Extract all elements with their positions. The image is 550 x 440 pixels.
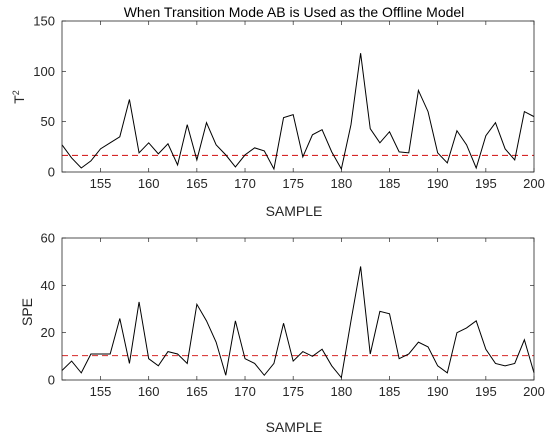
spe-y-tick-label-20: 20 [41,325,55,340]
t2-x-axis-title: SAMPLE [266,203,323,219]
t2-y-tick-label-0: 0 [48,165,55,180]
t2-ticks: 155 160 165 170 175 180 185 190 195 200 0 50 100 150 [33,14,545,192]
t2-y-axis-title-superscript: 2 [11,90,21,95]
spe-x-tick-label-200: 200 [523,384,545,399]
spe-y-tick-label-40: 40 [41,278,55,293]
spe-x-tick-label-180: 180 [330,384,352,399]
t2-y-axis-title: T2 [11,90,27,104]
t2-y-axis-title-base: T [11,95,27,104]
t2-x-tick-label-200: 200 [523,176,545,191]
t2-x-tick-label-190: 190 [427,176,449,191]
spe-x-tick-label-160: 160 [138,384,160,399]
t2-y-tick-label-50: 50 [41,114,55,129]
t2-x-tick-label-185: 185 [379,176,401,191]
t2-x-tick-label-165: 165 [186,176,208,191]
spe-x-tick-label-155: 155 [90,384,112,399]
spe-x-tick-label-170: 170 [234,384,256,399]
spe-x-tick-label-175: 175 [282,384,304,399]
t2-x-tick-label-160: 160 [138,176,160,191]
spe-x-tick-label-185: 185 [379,384,401,399]
t2-x-tick-label-195: 195 [475,176,497,191]
spe-x-tick-label-165: 165 [186,384,208,399]
spe-y-axis-title: SPE [19,298,35,326]
t2-x-tick-label-175: 175 [282,176,304,191]
spe-x-tick-label-195: 195 [475,384,497,399]
spe-x-axis-title: SAMPLE [266,419,323,435]
t2-marks [61,53,535,171]
spe-plot-area [61,237,535,381]
spe-marks [61,266,535,379]
spe-chart: SPE SAMPLE 155 160 165 170 175 180 185 190 195 20… [19,231,545,436]
t2-x-tick-label-180: 180 [330,176,352,191]
t2-x-tick-label-170: 170 [234,176,256,191]
t2-series-line-0 [61,53,535,171]
t2-x-tick-label-155: 155 [90,176,112,191]
t2-plot-area [61,20,535,173]
t2-chart-title: When Transition Mode AB is Used as the O… [124,4,465,20]
spe-ticks: 155 160 165 170 175 180 185 190 195 200 0 20 40 60 [41,231,545,400]
spe-y-tick-label-60: 60 [41,231,55,246]
t2-y-tick-label-150: 150 [33,14,55,29]
spe-x-tick-label-190: 190 [427,384,449,399]
spe-series-line-0 [61,266,535,379]
svg-text:T2: T2 [11,90,27,104]
t2-chart: When Transition Mode AB is Used as the O… [11,4,545,219]
t2-y-tick-label-100: 100 [33,64,55,79]
spe-y-tick-label-0: 0 [48,373,55,388]
